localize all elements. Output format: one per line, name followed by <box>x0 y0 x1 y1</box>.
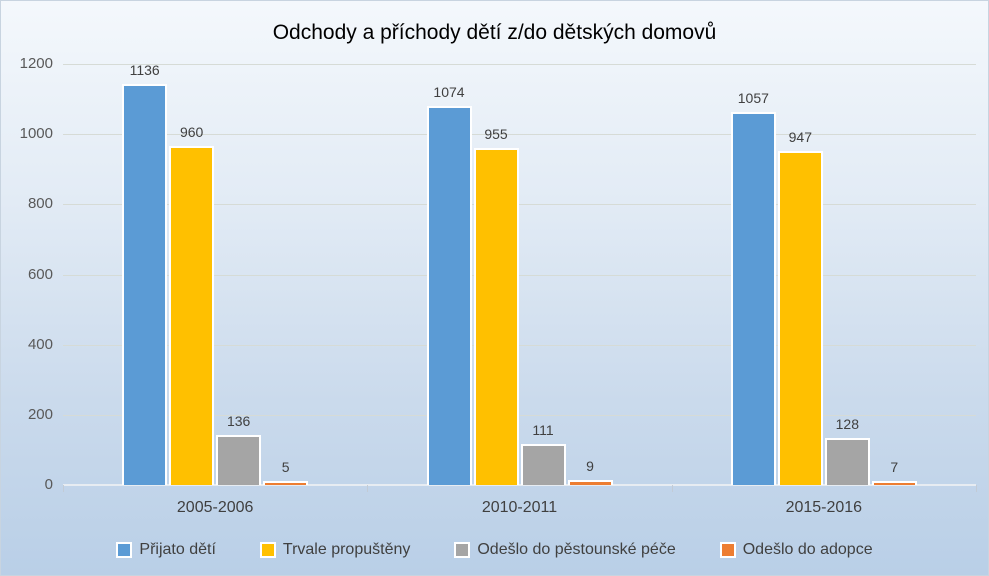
bar <box>216 435 262 485</box>
legend-item: Trvale propuštěny <box>259 541 411 559</box>
bar-value-label: 7 <box>890 458 899 475</box>
legend-swatch-icon <box>719 542 736 558</box>
bar-value-label: 960 <box>179 124 204 141</box>
y-axis-label: 0 <box>44 476 53 493</box>
y-axis-label: 800 <box>27 195 53 213</box>
gridline <box>63 414 976 416</box>
bar-value-label: 947 <box>788 128 812 145</box>
bar-value-label: 1057 <box>737 90 769 107</box>
legend-label: Trvale propuštěny <box>282 541 411 558</box>
bar <box>730 112 776 485</box>
bar-value-label: 1074 <box>433 84 465 101</box>
bar-value-label: 128 <box>835 416 859 433</box>
bar <box>263 481 309 485</box>
legend-item: Odešlo do adopce <box>719 541 873 559</box>
x-axis-label: 2015-2016 <box>785 499 863 516</box>
x-axis-line <box>63 484 976 486</box>
y-axis-label: 600 <box>27 265 53 283</box>
bar-value-label: 111 <box>532 422 554 439</box>
legend-label: Odešlo do pěstounské péče <box>477 541 676 558</box>
y-axis-label: 1200 <box>19 55 53 72</box>
y-axis-label: 1000 <box>19 125 53 143</box>
legend-swatch-icon <box>454 542 471 558</box>
chart-title: Odchody a příchody dětí z/do dětských do… <box>272 21 717 44</box>
x-axis-label: 2010-2011 <box>481 499 558 516</box>
bar-value-label: 955 <box>484 125 508 142</box>
gridline <box>63 64 976 65</box>
bar <box>777 150 823 485</box>
bar <box>169 146 215 485</box>
bar <box>122 84 168 485</box>
x-axis-tick <box>976 485 977 492</box>
legend-swatch-icon <box>259 542 276 558</box>
bar-value-label: 5 <box>281 459 290 476</box>
bar <box>871 480 917 485</box>
gridline <box>63 204 976 206</box>
x-axis-tick <box>671 485 673 492</box>
legend-swatch-icon <box>116 542 133 558</box>
legend-item: Odešlo do pěstounské péče <box>454 541 676 559</box>
gridline <box>63 274 976 276</box>
x-axis-tick <box>367 485 369 492</box>
x-axis-label: 2005-2006 <box>176 499 254 516</box>
bar <box>473 147 519 485</box>
bar-value-label: 1136 <box>129 62 160 79</box>
legend-label: Přijato dětí <box>139 541 216 558</box>
bar <box>520 444 566 485</box>
gridline <box>63 134 976 136</box>
gridline <box>63 344 976 346</box>
legend-label: Odešlo do adopce <box>742 541 873 558</box>
bar-value-label: 136 <box>226 413 251 430</box>
bar-value-label: 9 <box>586 457 594 474</box>
y-axis-label: 400 <box>27 335 53 353</box>
bar <box>567 479 613 485</box>
legend: Přijato dětí Trvale propuštěny Odešlo do p… <box>1 541 988 559</box>
legend-item: Přijato dětí <box>116 541 216 559</box>
y-axis-label: 200 <box>27 405 53 423</box>
bar <box>426 106 472 485</box>
bar <box>824 438 870 485</box>
x-axis-tick <box>63 485 64 492</box>
